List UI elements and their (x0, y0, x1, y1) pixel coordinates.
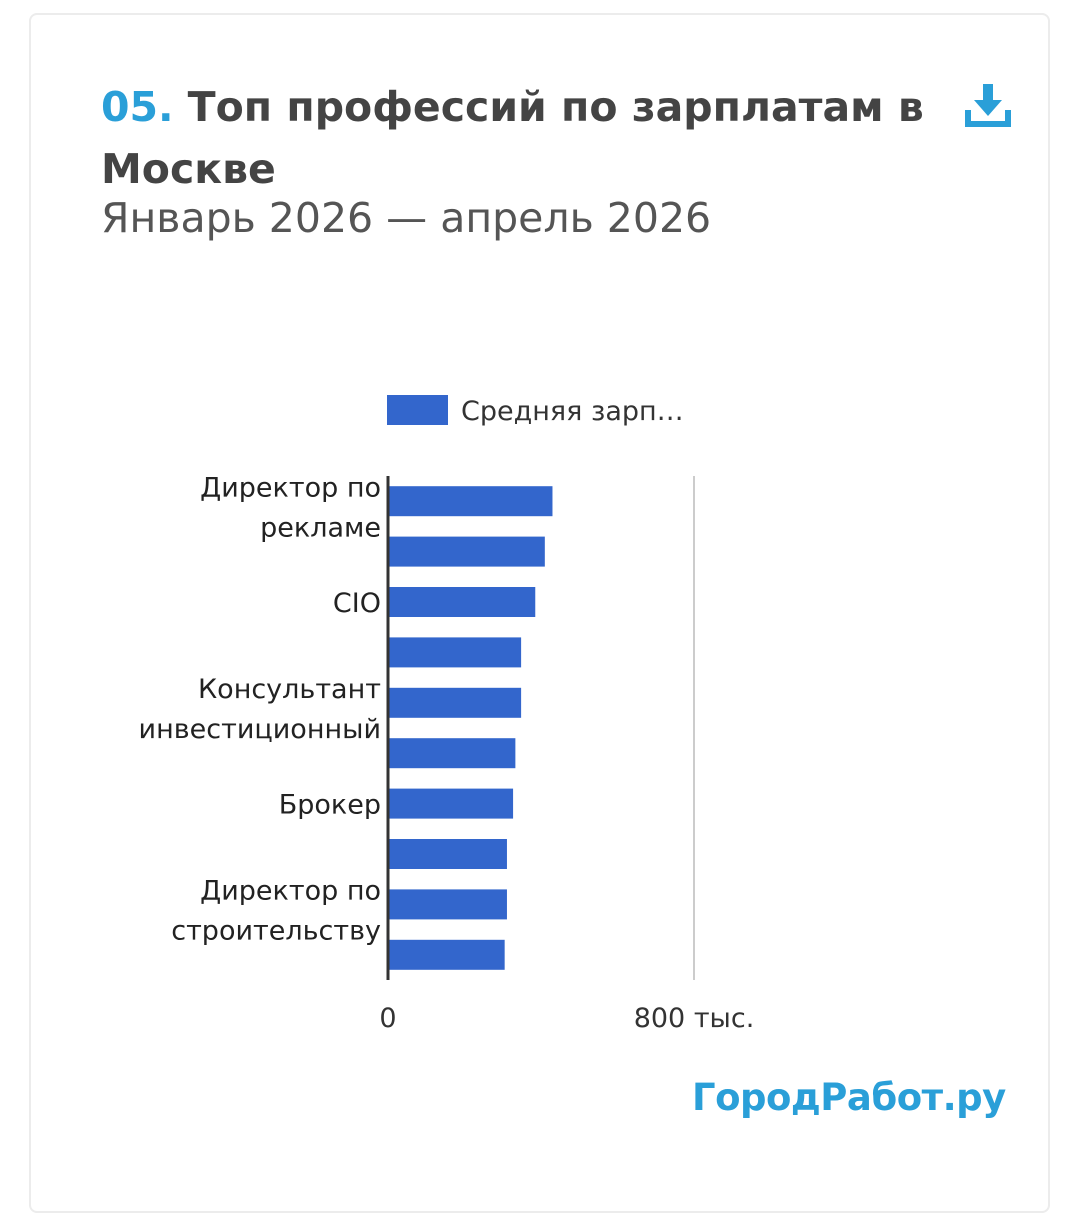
legend-label: Средняя зарп… (461, 396, 684, 427)
bar (388, 738, 516, 769)
bar (388, 889, 507, 920)
bar (388, 637, 522, 668)
bar (388, 536, 545, 567)
bar (388, 587, 536, 617)
page-title: 05. Топ профессий по зарплатам в Москве (101, 76, 941, 200)
category-label: Брокер (279, 790, 381, 821)
download-button[interactable] (964, 82, 1012, 130)
bar (388, 687, 522, 718)
bar (388, 839, 507, 869)
x-tick-label: 0 (379, 1003, 396, 1034)
bar (388, 486, 553, 517)
legend-swatch (387, 395, 448, 425)
bar (388, 939, 505, 970)
x-tick-label: 800 тыс. (634, 1003, 755, 1034)
date-range-subtitle: Январь 2026 — апрель 2026 (101, 194, 712, 242)
category-label: CIO (333, 588, 381, 619)
chart-card (29, 13, 1050, 1213)
title-text: Топ профессий по зарплатам в Москве (101, 83, 924, 193)
category-label: Директор по строительству (171, 876, 381, 947)
bar (388, 788, 514, 819)
category-label: Консультант инвестиционный (139, 674, 381, 745)
category-label: Директор по рекламе (200, 472, 381, 543)
brand-logo: ГородРабот.ру (692, 1076, 1006, 1119)
section-number: 05. (101, 83, 174, 131)
download-icon (965, 84, 1011, 127)
